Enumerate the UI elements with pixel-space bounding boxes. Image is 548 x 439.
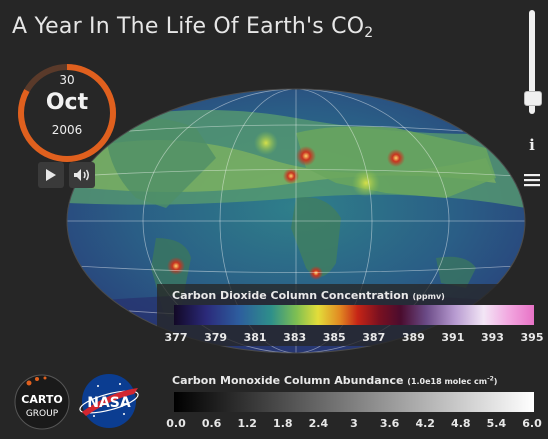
- date-month: Oct: [45, 90, 89, 115]
- co-tick-label: 0.6: [201, 417, 222, 430]
- co-color-scale: [174, 392, 534, 412]
- speed-slider-track[interactable]: [529, 10, 535, 114]
- co2-tick-label: 381: [243, 331, 267, 344]
- info-button[interactable]: i: [529, 136, 535, 154]
- co-tick-label: 2.4: [308, 417, 329, 430]
- co2-tick-label: 389: [401, 331, 425, 344]
- co2-tick-label: 387: [362, 331, 386, 344]
- co2-tick-label: 395: [520, 331, 544, 344]
- date-year: 2006: [51, 123, 83, 137]
- co2-tick-label: 393: [480, 331, 504, 344]
- svg-text:GROUP: GROUP: [26, 409, 59, 419]
- co-tick-label: 4.8: [451, 417, 471, 430]
- play-button[interactable]: [38, 162, 64, 188]
- co-tick-label: 1.8: [273, 417, 293, 430]
- co-tick-label: 4.2: [415, 417, 435, 430]
- co2-tick-label: 391: [441, 331, 465, 344]
- co-tick-label: 1.2: [237, 417, 257, 430]
- date-day: 30: [59, 73, 75, 87]
- speaker-icon: [74, 169, 89, 181]
- nasa-logo[interactable]: NASA: [76, 372, 142, 430]
- sound-button[interactable]: [69, 162, 95, 188]
- svg-text:CARTO: CARTO: [21, 393, 62, 406]
- co2-tick-label: 385: [322, 331, 346, 344]
- co-tick-label: 3.6: [379, 417, 400, 430]
- co-tick-label: 0.0: [166, 417, 186, 430]
- page-title: A Year In The Life Of Earth's CO2: [12, 14, 374, 41]
- date-progress-ring: [18, 64, 116, 162]
- carto-group-logo[interactable]: CARTO GROUP: [12, 373, 72, 431]
- co2-legend-title: Carbon Dioxide Column Concentration (ppm…: [172, 289, 445, 302]
- co-legend-title: Carbon Monoxide Column Abundance (1.0e18…: [172, 374, 498, 387]
- hamburger-menu-icon[interactable]: [522, 172, 542, 188]
- co-tick-label: 3: [350, 417, 358, 430]
- co2-tick-label: 377: [164, 331, 188, 344]
- co2-tick-label: 379: [204, 331, 228, 344]
- co-tick-label: 6.0: [522, 417, 542, 430]
- co2-color-scale: [174, 305, 534, 325]
- co2-tick-label: 383: [283, 331, 307, 344]
- play-icon: [46, 169, 56, 181]
- co-tick-label: 5.4: [486, 417, 507, 430]
- svg-text:NASA: NASA: [87, 395, 131, 411]
- speed-slider-handle[interactable]: [524, 91, 542, 106]
